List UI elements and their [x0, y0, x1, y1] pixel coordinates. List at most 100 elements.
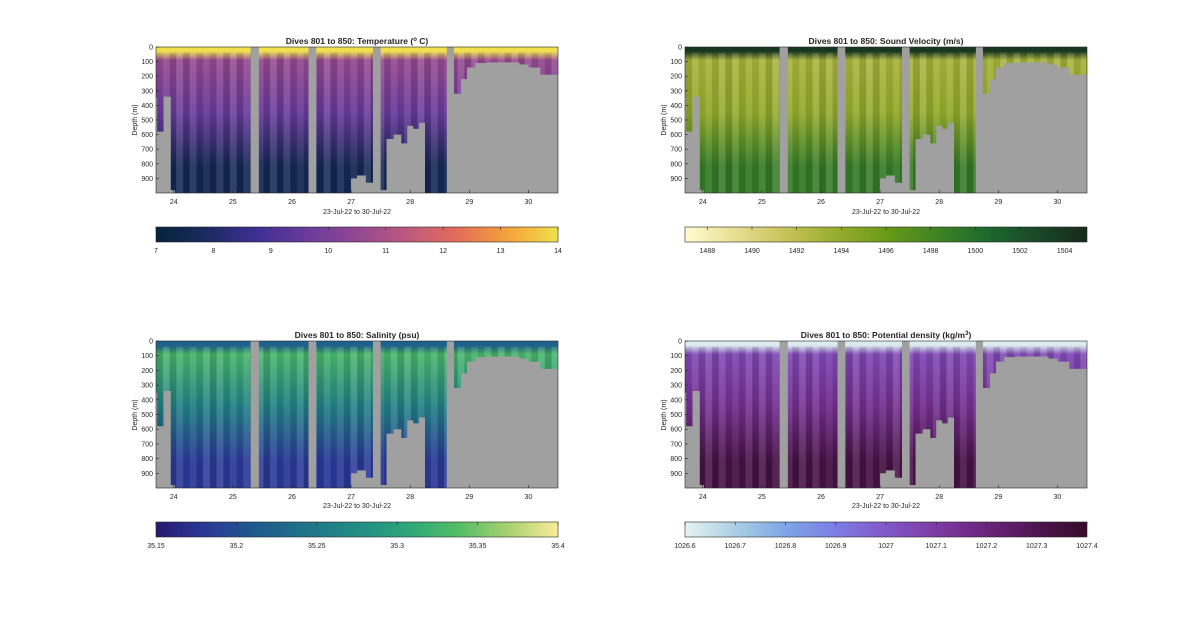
temperature-ytick-label: 600	[141, 132, 153, 139]
sound-velocity-ytick-label: 600	[670, 132, 682, 139]
potential-density-dive-stripe	[932, 346, 941, 488]
temperature-colorbar-tick-label: 14	[554, 248, 562, 255]
salinity-dive-stripe	[397, 346, 405, 488]
potential-density-xtick-label: 26	[817, 494, 825, 501]
temperature-dive-stripe	[263, 52, 271, 194]
potential-density-ytick-label: 600	[670, 427, 682, 434]
temperature-colorbar-tick-label: 10	[324, 248, 332, 255]
potential-density-xlabel: 23-Jul-22 to 30-Jul-22	[852, 503, 920, 510]
sound-velocity-colorbar-tick-label: 1488	[700, 248, 716, 255]
temperature-dive-stripe	[403, 52, 412, 194]
temperature-missing-data-mask	[156, 47, 558, 193]
salinity-dive-stripe	[209, 346, 217, 488]
sound-velocity-dive-stripe	[959, 52, 967, 194]
potential-density-xtick-label: 24	[699, 494, 707, 501]
temperature-xtick-label: 29	[465, 199, 473, 206]
sound-velocity-xtick-label: 26	[817, 199, 825, 206]
salinity-colorbar-tick-label: 35.3	[390, 543, 404, 550]
temperature-ytick-label: 200	[141, 74, 153, 81]
sound-velocity-dive-stripe	[932, 52, 941, 194]
temperature-colorbar-tick-label: 8	[211, 248, 215, 255]
potential-density-dive-stripe	[832, 346, 840, 488]
sound-velocity-colorbar-tick-label: 1494	[834, 248, 850, 255]
salinity-dive-stripe	[229, 346, 237, 488]
temperature-dive-stripe	[269, 52, 278, 194]
sound-velocity-dive-stripe	[939, 52, 947, 194]
temperature-dive-stripe	[256, 52, 264, 194]
potential-density-dive-stripe	[939, 346, 947, 488]
sound-velocity-xlabel: 23-Jul-22 to 30-Jul-22	[852, 209, 920, 216]
salinity-dive-stripe	[169, 346, 177, 488]
temperature-colorbar-tick-label: 13	[497, 248, 505, 255]
potential-density-colorbar-tick-label: 1026.8	[775, 543, 797, 550]
sound-velocity-dive-stripe	[926, 52, 934, 194]
potential-density-dive-stripe	[812, 346, 820, 488]
temperature-dive-stripe	[424, 52, 432, 194]
temperature-xtick-label: 28	[406, 199, 414, 206]
potential-density-dive-stripe	[919, 346, 927, 488]
temperature-xtick-label: 24	[170, 199, 178, 206]
potential-density-ytick-label: 0	[678, 339, 682, 346]
sound-velocity-xtick-label: 27	[876, 199, 884, 206]
sound-velocity-dive-stripe	[852, 52, 860, 194]
sound-velocity-dive-stripe	[805, 52, 813, 194]
salinity-dive-stripe	[424, 346, 432, 488]
potential-density-colorbar-tick-label: 1027.3	[1026, 543, 1048, 550]
sound-velocity-dive-stripe	[953, 52, 961, 194]
salinity-dive-stripe	[216, 346, 224, 488]
potential-density-dive-stripe	[685, 346, 693, 488]
sound-velocity-dive-stripe	[872, 52, 880, 194]
temperature-colorbar-tick-label: 11	[382, 248, 389, 255]
temperature-title: Dives 801 to 850: Temperature (o C)	[286, 36, 429, 46]
salinity-dive-stripe	[336, 346, 345, 488]
temperature-dive-stripe	[216, 52, 224, 194]
sound-velocity-xtick-label: 24	[699, 199, 707, 206]
potential-density-dive-stripe	[953, 346, 961, 488]
salinity-ytick-label: 400	[141, 397, 153, 404]
potential-density-dive-stripe	[798, 346, 807, 488]
temperature-dive-stripe	[350, 52, 358, 194]
salinity-xlabel: 23-Jul-22 to 30-Jul-22	[323, 503, 391, 510]
temperature-dive-stripe	[290, 52, 298, 194]
salinity-ytick-label: 900	[141, 471, 153, 478]
sound-velocity-dive-stripe	[825, 52, 833, 194]
sound-velocity-dive-stripe	[845, 52, 853, 194]
sound-velocity-ytick-label: 0	[678, 45, 682, 52]
salinity-dive-stripe	[303, 346, 311, 488]
salinity-missing-data-mask	[156, 341, 558, 488]
sound-velocity-colorbar-tick-label: 1504	[1057, 248, 1073, 255]
potential-density-colorbar-tick-label: 1027	[878, 543, 894, 550]
potential-density-colorbar-tick-label: 1026.6	[674, 543, 696, 550]
salinity-dive-stripe	[430, 346, 438, 488]
salinity-panel: Dives 801 to 850: Salinity (psu) Depth (…	[132, 330, 565, 550]
salinity-dive-stripe	[196, 346, 204, 488]
salinity-dive-stripe	[343, 346, 351, 488]
salinity-xtick-label: 26	[288, 494, 296, 501]
salinity-dive-stripe	[410, 346, 418, 488]
potential-density-ylabel: Depth (m)	[661, 399, 668, 430]
temperature-dive-stripe	[357, 52, 365, 194]
potential-density-dive-stripe	[886, 346, 894, 488]
potential-density-dive-stripe	[731, 346, 740, 488]
salinity-dive-stripe	[383, 346, 391, 488]
sound-velocity-dive-stripe	[879, 52, 887, 194]
salinity-dive-stripe	[269, 346, 278, 488]
salinity-dive-stripe	[182, 346, 190, 488]
potential-density-dive-stripe	[912, 346, 920, 488]
salinity-dive-stripe	[323, 346, 331, 488]
temperature-dive-stripe	[377, 52, 385, 194]
temperature-dive-stripe	[363, 52, 371, 194]
salinity-xtick-label: 30	[525, 494, 533, 501]
temperature-dive-stripe	[383, 52, 391, 194]
sound-velocity-ytick-label: 900	[670, 176, 682, 183]
temperature-colorbar-tick-label: 12	[439, 248, 447, 255]
salinity-dive-stripe	[189, 346, 197, 488]
sound-velocity-colorbar-tick-label: 1500	[968, 248, 984, 255]
salinity-dive-stripe	[263, 346, 271, 488]
salinity-colorbar-tick-label: 35.35	[469, 543, 487, 550]
temperature-dive-stripe	[283, 52, 291, 194]
salinity-colorbar-tick-label: 35.4	[551, 543, 565, 550]
sound-velocity-dive-stripe	[832, 52, 840, 194]
salinity-xtick-label: 24	[170, 494, 178, 501]
